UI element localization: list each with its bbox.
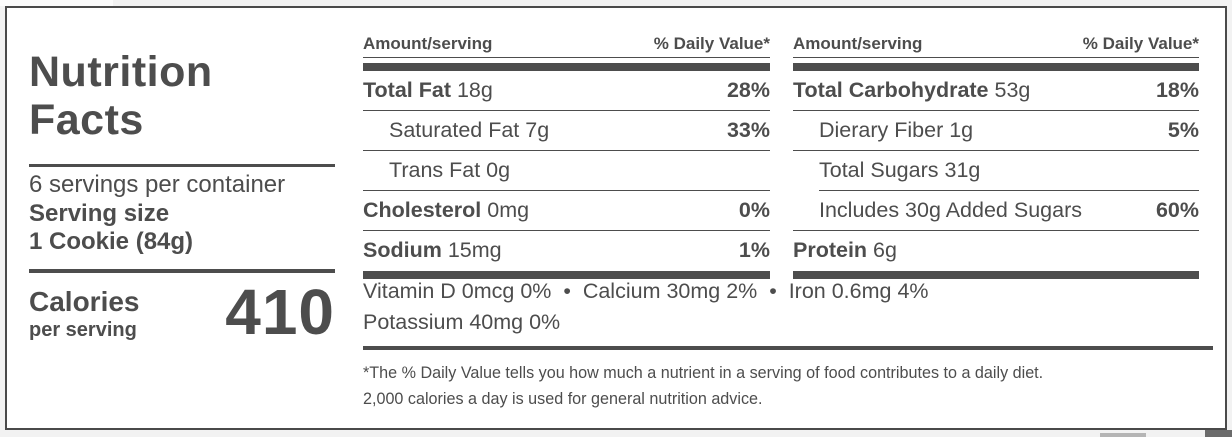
header-amount-per-serving: Amount/serving	[793, 34, 923, 53]
serving-info: 6 servings per container Serving size 1 …	[29, 171, 349, 257]
calories-sublabel: per serving	[29, 319, 137, 341]
header-daily-value: % Daily Value*	[1082, 34, 1199, 53]
nutrient-row: Protein 6g	[793, 231, 1199, 270]
daily-value-percent: 60%	[1155, 198, 1199, 222]
divider-above-footnote	[363, 346, 1213, 350]
nutrient-row: Total Carbohydrate 53g 18%	[793, 71, 1199, 110]
micronutrients-line-2: Potassium 40mg 0%	[363, 310, 561, 334]
row-divider	[363, 110, 770, 111]
calories-label: Calories	[29, 286, 140, 317]
micronutrients: Vitamin D 0mcg 0% • Calcium 30mg 2% • Ir…	[363, 276, 1199, 338]
nutrient-name-and-amount: Total Fat 18g	[363, 78, 493, 102]
nutrient-rows: Total Fat 18g 28% Saturated Fat 7g 33% Trans…	[363, 71, 770, 270]
footnote-line-2: 2,000 calories a day is used for general…	[363, 389, 763, 408]
header-amount-per-serving: Amount/serving	[363, 34, 493, 53]
nutrient-row: Trans Fat 0g	[363, 151, 770, 190]
nutrient-name-and-amount: Cholesterol 0mg	[363, 198, 530, 222]
nutrition-facts-title: Nutrition Facts	[29, 48, 213, 144]
nutrient-row: Total Fat 18g 28%	[363, 71, 770, 110]
nutrition-facts-panel: Nutrition Facts 6 servings per container…	[5, 6, 1227, 430]
calories-value: 410	[225, 276, 335, 348]
nutrient-name-and-amount: Total Carbohydrate 53g	[793, 78, 1031, 102]
servings-per-container: 6 servings per container	[29, 171, 286, 198]
daily-value-percent: 5%	[1167, 118, 1199, 142]
nutrient-name-and-amount: Trans Fat 0g	[389, 158, 511, 182]
title-line-1: Nutrition	[29, 48, 213, 96]
footer-thick-bar	[363, 271, 770, 279]
serving-size-label: Serving size	[29, 199, 170, 227]
header-thick-bar	[363, 63, 770, 71]
footnote-line-1: *The % Daily Value tells you how much a …	[363, 363, 1044, 382]
row-divider	[793, 150, 1199, 151]
divider-under-title	[29, 164, 335, 167]
background-fragment-bottom-a	[1100, 433, 1146, 437]
table-header: Amount/serving % Daily Value*	[363, 34, 770, 58]
daily-value-percent: 1%	[738, 238, 770, 262]
daily-value-percent: 33%	[726, 118, 770, 142]
nutrient-row: Cholesterol 0mg 0%	[363, 191, 770, 230]
micronutrients-line-1: Vitamin D 0mcg 0% • Calcium 30mg 2% • Ir…	[363, 279, 929, 303]
nutrient-row: Saturated Fat 7g 33%	[363, 111, 770, 150]
row-divider	[363, 150, 770, 151]
nutrient-name-and-amount: Sodium 15mg	[363, 238, 502, 262]
divider-under-serving	[29, 269, 335, 273]
row-divider	[363, 230, 770, 231]
background-fragment-top-left	[0, 0, 113, 6]
daily-value-percent: 18%	[1155, 78, 1199, 102]
daily-value-percent: 28%	[726, 78, 770, 102]
calories-section: Calories per serving 410	[29, 280, 335, 344]
serving-size-value: 1 Cookie (84g)	[29, 228, 194, 255]
nutrient-rows: Total Carbohydrate 53g 18% Dierary Fiber 1…	[793, 71, 1199, 270]
row-divider	[793, 230, 1199, 231]
nutrient-row: Includes 30g Added Sugars 60%	[793, 191, 1199, 230]
table-header: Amount/serving % Daily Value*	[793, 34, 1199, 58]
header-daily-value: % Daily Value*	[653, 34, 770, 53]
nutrient-row: Sodium 15mg 1%	[363, 231, 770, 270]
nutrient-name-and-amount: Protein 6g	[793, 238, 897, 262]
row-divider	[793, 110, 1199, 111]
daily-value-percent: 0%	[738, 198, 770, 222]
nutrient-name-and-amount: Dierary Fiber 1g	[819, 118, 974, 142]
title-line-2: Facts	[29, 96, 144, 144]
footer-thick-bar	[793, 271, 1199, 279]
row-divider	[819, 190, 1199, 191]
nutrient-name-and-amount: Saturated Fat 7g	[389, 118, 550, 142]
nutrient-name-and-amount: Total Sugars 31g	[819, 158, 981, 182]
nutrient-row: Total Sugars 31g	[793, 151, 1199, 190]
calories-words: Calories per serving	[29, 280, 140, 342]
nutrient-row: Dierary Fiber 1g 5%	[793, 111, 1199, 150]
background-fragment-bottom-b	[1205, 430, 1232, 437]
header-thick-bar	[793, 63, 1199, 71]
daily-value-footnote: *The % Daily Value tells you how much a …	[363, 360, 1223, 412]
nutrient-name-and-amount: Includes 30g Added Sugars	[819, 198, 1082, 222]
row-divider	[363, 190, 770, 191]
